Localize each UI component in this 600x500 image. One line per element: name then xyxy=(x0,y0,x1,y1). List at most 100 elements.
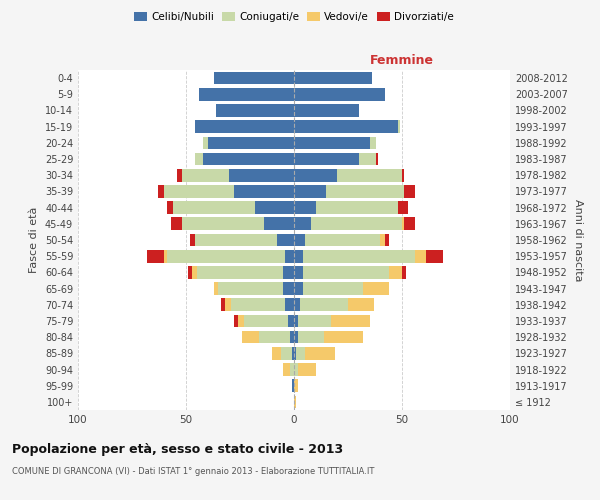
Bar xyxy=(292,380,294,392)
Bar xyxy=(294,185,326,198)
Bar xyxy=(203,152,294,166)
Bar xyxy=(298,363,316,376)
Bar xyxy=(221,298,225,311)
Bar xyxy=(147,250,164,262)
Bar xyxy=(404,218,415,230)
Bar xyxy=(302,282,363,295)
Bar xyxy=(324,331,363,344)
Bar xyxy=(305,347,335,360)
Bar xyxy=(385,234,389,246)
Bar xyxy=(294,314,298,328)
Bar xyxy=(188,266,193,278)
Text: COMUNE DI GRANCONA (VI) - Dati ISTAT 1° gennaio 2013 - Elaborazione TUTTITALIA.I: COMUNE DI GRANCONA (VI) - Dati ISTAT 1° … xyxy=(12,468,374,476)
Bar xyxy=(283,363,290,376)
Bar xyxy=(402,169,404,181)
Bar xyxy=(238,314,244,328)
Bar xyxy=(194,152,203,166)
Bar xyxy=(214,282,218,295)
Bar xyxy=(203,136,208,149)
Bar xyxy=(167,250,286,262)
Bar xyxy=(190,234,194,246)
Bar xyxy=(398,120,400,133)
Bar xyxy=(376,152,378,166)
Bar xyxy=(301,298,348,311)
Bar xyxy=(173,202,255,214)
Bar xyxy=(264,218,294,230)
Bar xyxy=(359,152,376,166)
Bar xyxy=(305,234,380,246)
Bar xyxy=(294,72,372,85)
Bar xyxy=(294,250,302,262)
Bar xyxy=(164,250,167,262)
Bar xyxy=(287,314,294,328)
Bar xyxy=(294,218,311,230)
Bar xyxy=(214,72,294,85)
Bar xyxy=(348,298,374,311)
Bar xyxy=(286,298,294,311)
Bar xyxy=(294,234,305,246)
Bar xyxy=(216,104,294,117)
Legend: Celibi/Nubili, Coniugati/e, Vedovi/e, Divorziati/e: Celibi/Nubili, Coniugati/e, Vedovi/e, Di… xyxy=(130,8,458,26)
Bar xyxy=(158,185,164,198)
Bar xyxy=(298,314,331,328)
Bar xyxy=(218,282,283,295)
Bar xyxy=(229,169,294,181)
Bar xyxy=(281,347,292,360)
Bar xyxy=(337,169,402,181)
Bar xyxy=(380,234,385,246)
Bar xyxy=(363,282,389,295)
Bar xyxy=(398,202,409,214)
Bar xyxy=(402,218,404,230)
Bar xyxy=(294,331,298,344)
Bar xyxy=(294,120,398,133)
Bar xyxy=(255,202,294,214)
Bar xyxy=(294,380,298,392)
Bar xyxy=(290,363,294,376)
Bar xyxy=(225,298,232,311)
Bar xyxy=(259,331,290,344)
Bar xyxy=(178,169,182,181)
Bar xyxy=(194,234,277,246)
Bar xyxy=(294,266,302,278)
Bar xyxy=(171,218,182,230)
Y-axis label: Anni di nascita: Anni di nascita xyxy=(573,198,583,281)
Bar xyxy=(164,185,233,198)
Bar xyxy=(294,202,316,214)
Bar xyxy=(294,104,359,117)
Bar xyxy=(294,169,337,181)
Bar xyxy=(316,202,398,214)
Bar xyxy=(233,185,294,198)
Bar xyxy=(302,266,389,278)
Bar xyxy=(294,396,296,408)
Bar xyxy=(402,266,406,278)
Bar xyxy=(294,347,296,360)
Bar xyxy=(294,363,298,376)
Bar xyxy=(294,152,359,166)
Bar xyxy=(292,347,294,360)
Text: Femmine: Femmine xyxy=(370,54,434,66)
Bar xyxy=(294,136,370,149)
Bar xyxy=(233,314,238,328)
Bar xyxy=(283,266,294,278)
Bar xyxy=(242,331,259,344)
Bar xyxy=(331,314,370,328)
Bar xyxy=(415,250,426,262)
Bar xyxy=(194,120,294,133)
Bar xyxy=(294,282,302,295)
Bar xyxy=(277,234,294,246)
Bar xyxy=(182,169,229,181)
Bar xyxy=(296,347,305,360)
Bar xyxy=(182,218,264,230)
Bar xyxy=(286,250,294,262)
Text: Popolazione per età, sesso e stato civile - 2013: Popolazione per età, sesso e stato civil… xyxy=(12,442,343,456)
Bar xyxy=(370,136,376,149)
Bar xyxy=(272,347,281,360)
Bar xyxy=(193,266,197,278)
Bar xyxy=(232,298,286,311)
Bar xyxy=(389,266,402,278)
Bar xyxy=(197,266,283,278)
Bar xyxy=(199,88,294,101)
Bar xyxy=(302,250,415,262)
Y-axis label: Fasce di età: Fasce di età xyxy=(29,207,39,273)
Bar xyxy=(298,331,324,344)
